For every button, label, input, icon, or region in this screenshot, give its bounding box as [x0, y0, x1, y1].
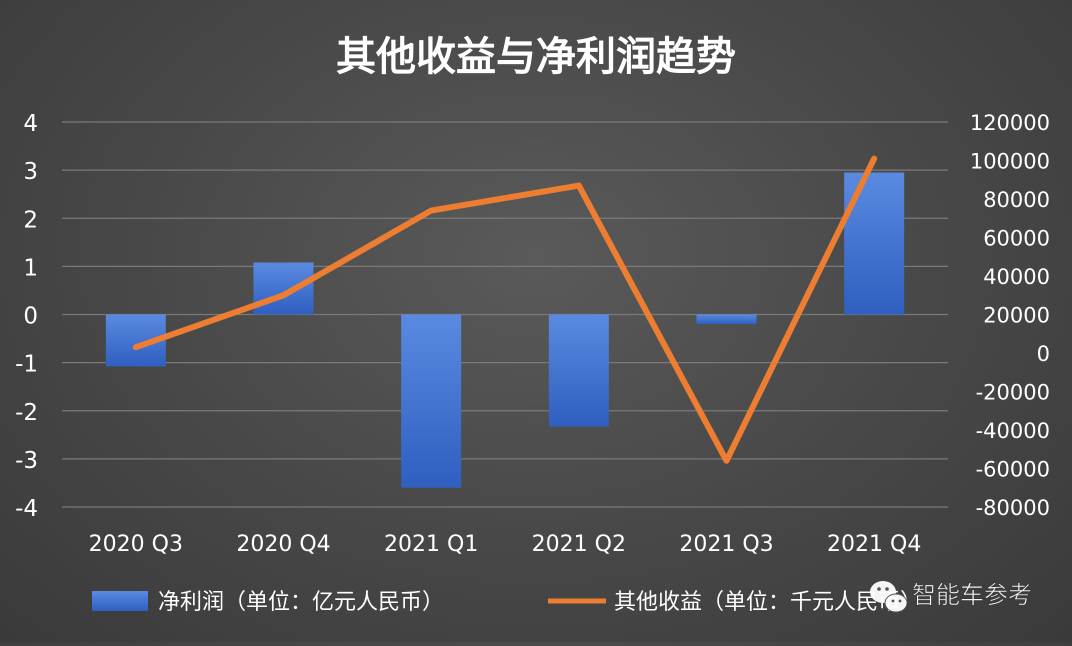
right-tick-label: 80000 [983, 188, 1050, 212]
bar [548, 314, 609, 427]
bar [696, 314, 757, 325]
right-tick-label: -60000 [976, 458, 1050, 482]
right-tick-label: 120000 [970, 111, 1050, 135]
left-tick-label: 0 [23, 304, 38, 330]
left-tick-label: -2 [15, 400, 38, 426]
left-tick-label: -4 [15, 496, 38, 522]
line-point [283, 294, 284, 296]
right-tick-label: -80000 [976, 496, 1050, 520]
legend: 净利润（单位：亿元人民币） 其他收益（单位：千元人民币） [92, 590, 922, 615]
line-series [132, 155, 878, 464]
right-tick-label: 100000 [970, 150, 1050, 174]
right-tick-label: 40000 [983, 265, 1050, 289]
line-point [578, 185, 580, 187]
left-tick-label: -3 [15, 448, 38, 474]
x-tick-label: 2020 Q4 [236, 532, 330, 557]
x-tick-label: 2021 Q4 [827, 532, 921, 557]
line-path [132, 155, 878, 464]
x-tick-label: 2021 Q2 [532, 532, 626, 557]
right-axis: 120000 100000 80000 60000 40000 20000 0 -20000 -… [970, 111, 1050, 520]
x-tick-label: 2021 Q3 [679, 532, 773, 557]
right-tick-label: 60000 [983, 227, 1050, 251]
chart-title: 其他收益与净利润趋势 [336, 34, 736, 80]
line-point [430, 210, 432, 212]
line-point [873, 158, 875, 160]
line-point [135, 346, 137, 348]
x-tick-label: 2021 Q1 [384, 532, 478, 557]
line-point [726, 460, 727, 462]
watermark-text: 智能车参考 [912, 581, 1032, 609]
legend-bar-label: 净利润（单位：亿元人民币） [158, 590, 444, 615]
bar [844, 172, 905, 315]
gridlines [62, 121, 948, 508]
legend-bar-swatch [92, 591, 148, 611]
left-axis: 4 3 2 1 0 -1 -2 -3 -4 [15, 111, 38, 522]
left-tick-label: 4 [23, 111, 38, 137]
right-tick-label: 20000 [983, 304, 1050, 328]
bar [401, 314, 462, 488]
watermark: 智能车参考 [870, 581, 1032, 613]
left-tick-label: 3 [23, 159, 38, 185]
left-tick-label: 1 [23, 255, 38, 281]
left-tick-label: 2 [23, 207, 38, 233]
x-tick-label: 2020 Q3 [89, 532, 183, 557]
bar-series [105, 172, 905, 488]
x-axis: 2020 Q3 2020 Q4 2021 Q1 2021 Q2 2021 Q3 2021 … [89, 532, 922, 557]
right-tick-label: -40000 [976, 419, 1050, 443]
wechat-icon [870, 581, 908, 613]
bar [253, 262, 314, 315]
right-tick-label: -20000 [976, 381, 1050, 405]
right-tick-label: 0 [1037, 342, 1050, 366]
left-tick-label: -1 [15, 352, 38, 378]
